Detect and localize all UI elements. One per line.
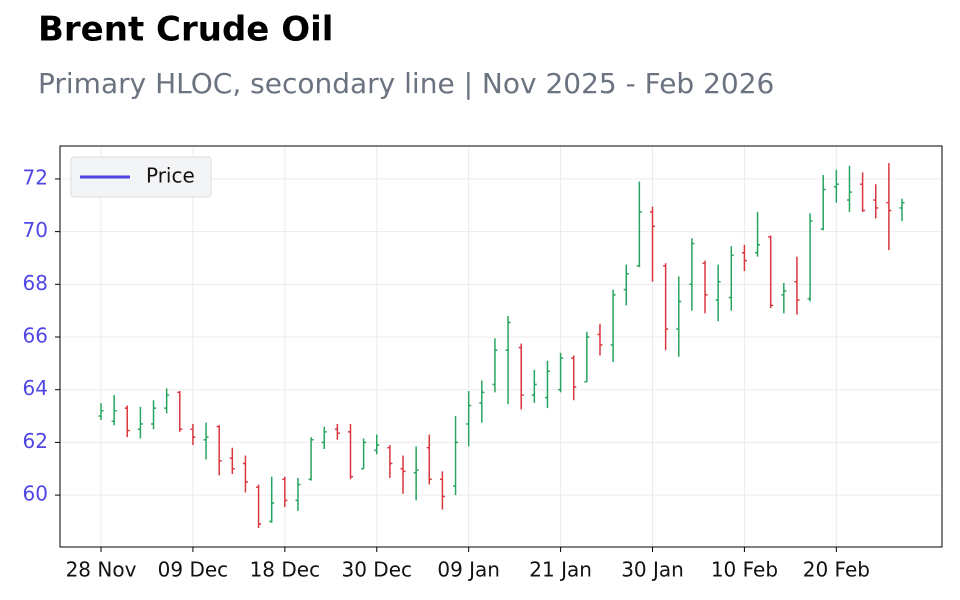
plot-frame bbox=[59, 145, 943, 548]
y-tick-label: 68 bbox=[23, 271, 48, 295]
chart-subtitle: Primary HLOC, secondary line | Nov 2025 … bbox=[38, 67, 774, 100]
x-tick-label: 09 Jan bbox=[437, 558, 500, 582]
x-tick-label: 18 Dec bbox=[250, 558, 321, 582]
y-tick-label: 66 bbox=[23, 324, 48, 348]
y-tick-label: 72 bbox=[23, 165, 48, 189]
x-tick-label: 09 Dec bbox=[158, 558, 229, 582]
legend-label: Price bbox=[146, 164, 195, 188]
y-tick-label: 70 bbox=[23, 218, 48, 242]
x-tick-label: 21 Jan bbox=[529, 558, 592, 582]
x-tick-label: 20 Feb bbox=[803, 558, 870, 582]
x-tick-label: 10 Feb bbox=[711, 558, 778, 582]
y-tick-label: 60 bbox=[23, 482, 48, 506]
chart-title: Brent Crude Oil bbox=[38, 10, 333, 50]
y-tick-label: 62 bbox=[23, 429, 48, 453]
x-tick-label: 30 Dec bbox=[341, 558, 412, 582]
y-tick-label: 64 bbox=[23, 376, 48, 400]
legend-box bbox=[70, 156, 212, 198]
x-tick-label: 28 Nov bbox=[66, 558, 137, 582]
x-tick-label: 30 Jan bbox=[621, 558, 684, 582]
